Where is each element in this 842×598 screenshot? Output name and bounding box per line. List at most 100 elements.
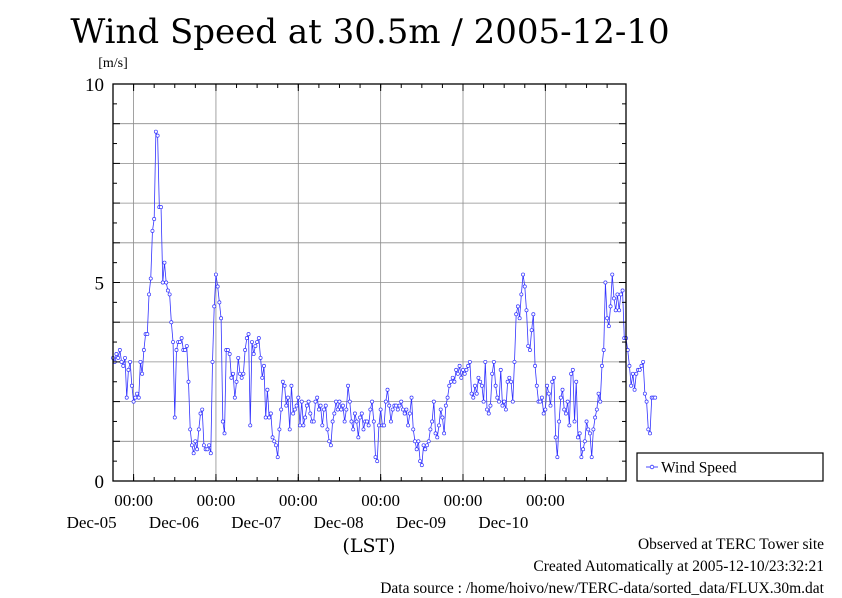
data-point <box>430 419 435 424</box>
data-point <box>191 451 196 456</box>
data-point <box>316 407 321 412</box>
data-point <box>390 407 395 412</box>
data-point <box>620 288 625 293</box>
data-point <box>608 304 613 309</box>
data-point <box>543 407 548 412</box>
data-point <box>279 407 284 412</box>
data-point <box>133 395 138 400</box>
data-point <box>306 399 311 404</box>
legend-marker <box>649 464 655 470</box>
data-point <box>135 391 139 396</box>
legend: Wind Speed <box>636 452 824 482</box>
data-point <box>560 387 565 392</box>
data-point <box>409 395 414 400</box>
data-point <box>512 359 517 364</box>
x-tick-time-label: 00:00 <box>361 491 400 510</box>
data-point <box>414 447 419 452</box>
data-point <box>450 375 455 380</box>
data-point <box>459 375 464 380</box>
data-point <box>268 411 273 416</box>
data-point <box>311 419 316 424</box>
data-point <box>256 336 261 341</box>
data-point <box>339 407 344 412</box>
data-point <box>481 399 486 404</box>
legend-box <box>636 452 824 482</box>
data-point <box>222 431 227 436</box>
x-tick-date-label: Dec-06 <box>149 513 199 532</box>
data-point <box>328 443 333 448</box>
data-point <box>454 367 459 372</box>
data-point <box>567 423 572 428</box>
data-point <box>438 407 443 412</box>
data-point <box>296 395 301 400</box>
data-point <box>193 439 198 444</box>
data-point <box>172 415 177 420</box>
data-point <box>364 419 369 424</box>
y-tick-label: 5 <box>95 274 105 295</box>
data-point <box>227 352 232 356</box>
data-point <box>346 383 350 388</box>
data-point <box>486 411 491 416</box>
data-point <box>126 367 131 372</box>
data-point <box>270 435 275 440</box>
data-point <box>404 407 409 412</box>
data-point <box>629 383 634 388</box>
data-point <box>138 359 143 364</box>
data-point <box>246 332 251 337</box>
data-point <box>546 391 551 396</box>
data-point <box>576 435 580 440</box>
data-point <box>332 411 337 416</box>
data-point <box>407 411 412 416</box>
data-point <box>117 348 122 352</box>
data-point <box>600 363 604 368</box>
data-point <box>238 371 242 376</box>
data-point <box>529 328 534 333</box>
data-point <box>653 395 658 400</box>
data-point <box>606 324 611 329</box>
data-point <box>564 411 568 416</box>
data-point <box>522 284 527 289</box>
data-point <box>174 348 179 352</box>
data-point <box>495 395 500 400</box>
data-point <box>474 391 479 396</box>
data-point <box>469 391 474 396</box>
data-point <box>553 435 558 440</box>
data-point <box>128 359 133 364</box>
data-point <box>207 443 212 448</box>
data-point <box>289 383 294 388</box>
gridlines <box>113 84 626 481</box>
series-line <box>112 131 656 466</box>
data-point <box>425 443 429 448</box>
data-point <box>505 379 510 384</box>
data-point <box>605 316 610 321</box>
data-point <box>397 403 402 408</box>
data-point <box>443 403 448 408</box>
data-point <box>502 399 507 404</box>
data-point <box>601 348 606 352</box>
data-point <box>490 371 495 376</box>
data-point <box>263 415 268 420</box>
data-point <box>534 383 539 388</box>
data-point <box>220 419 225 424</box>
data-point <box>467 359 472 364</box>
data-point <box>169 320 174 325</box>
data-point <box>541 411 546 416</box>
data-point <box>584 419 589 424</box>
data-point <box>586 427 591 432</box>
data-point <box>455 371 460 376</box>
data-point <box>124 395 129 400</box>
data-point <box>292 407 297 412</box>
data-point <box>562 407 567 412</box>
data-point <box>515 304 520 309</box>
data-point <box>136 395 141 400</box>
data-point <box>308 411 313 416</box>
data-point <box>442 431 447 436</box>
data-point <box>347 399 352 404</box>
data-point <box>196 427 201 432</box>
data-point <box>239 375 244 380</box>
data-point <box>248 423 253 428</box>
data-point <box>225 348 230 352</box>
data-point <box>524 308 529 313</box>
data-point <box>148 276 153 281</box>
data-point <box>395 407 400 412</box>
